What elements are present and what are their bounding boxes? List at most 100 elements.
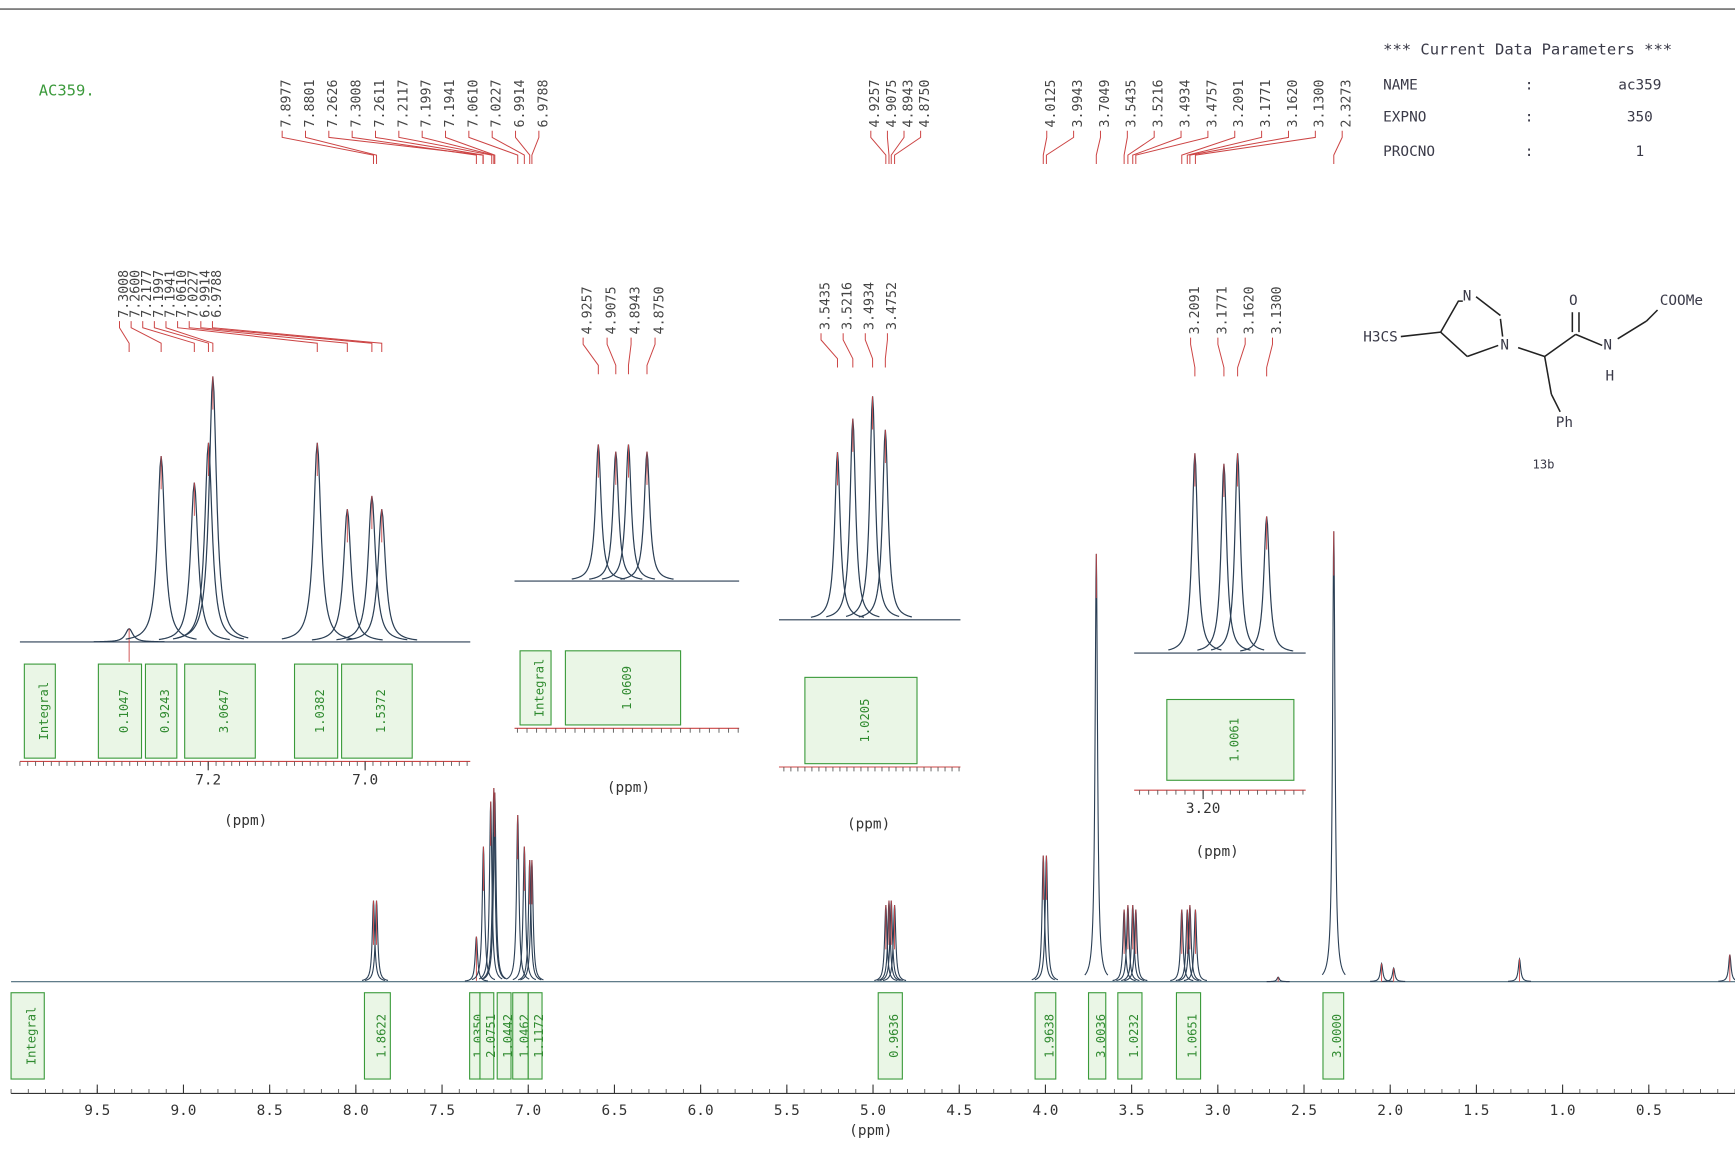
integral-value: 1.0442 [501, 1014, 515, 1058]
peak-leader [153, 321, 209, 353]
peak-leader [515, 130, 531, 164]
peak-leader [842, 333, 854, 368]
integral-value: 2.0751 [484, 1014, 498, 1058]
peak-label: 7.2626 [326, 80, 341, 128]
integral-box [496, 992, 512, 1080]
peak-label: 7.8801 [303, 80, 318, 128]
peak-leader [1135, 130, 1209, 164]
integral-value: 1.0061 [1227, 718, 1241, 762]
peak-label: 3.2091 [1188, 286, 1203, 334]
peak-label: 7.2600 [129, 270, 144, 318]
peak-label: 7.0227 [187, 270, 202, 318]
x-tick-label: 7.0 [352, 772, 378, 788]
integral-value: 1.0609 [620, 666, 634, 710]
bond [1617, 320, 1647, 340]
peak-label: 3.1620 [1243, 286, 1258, 334]
peak-leader [1266, 337, 1273, 377]
integral-box [877, 992, 903, 1080]
peak-label: 6.9788 [210, 270, 225, 318]
peak-label: 3.1300 [1313, 80, 1328, 128]
integral-value: 1.1172 [532, 1014, 546, 1058]
bond [1544, 333, 1577, 358]
peak-leader [1045, 130, 1075, 164]
peak-label: 3.5435 [818, 282, 833, 330]
atom-label: N [1603, 337, 1612, 353]
peak-leader [491, 130, 525, 164]
x-tick-label: 8.5 [257, 1103, 283, 1119]
peak-label: 4.9075 [605, 286, 620, 334]
bond [1440, 331, 1468, 358]
x-tick-label: 8.0 [343, 1103, 369, 1119]
integral-value: 3.0647 [217, 689, 231, 733]
peak-leader [421, 130, 495, 164]
x-axis-label: (ppm) [849, 1123, 892, 1139]
integral-value: 0.9636 [887, 1014, 901, 1058]
structure [1400, 296, 1659, 413]
peak-label: 3.4757 [1205, 80, 1220, 128]
peak-label: 4.9257 [581, 286, 596, 334]
peak-leader [351, 130, 477, 164]
integral-box [1322, 992, 1345, 1080]
integral-value: 1.0382 [313, 689, 327, 733]
x-tick-label: 7.2 [195, 772, 221, 788]
peak-leader [1181, 130, 1236, 164]
peak [1321, 531, 1346, 976]
integral-box [293, 663, 339, 759]
peak-leader [130, 321, 162, 353]
integral-box [1175, 992, 1202, 1080]
peak-label: 4.0125 [1044, 80, 1059, 128]
inset-x-label: (ppm) [847, 817, 890, 833]
peak-leader [1190, 337, 1196, 377]
x-tick-label: 3.5 [1119, 1103, 1145, 1119]
integral-value: 1.5372 [374, 689, 388, 733]
peak-label: 7.0610 [175, 270, 190, 318]
integral-label-box [23, 663, 56, 759]
integral-value: 1.9638 [1042, 1014, 1056, 1058]
peak-leader [1217, 337, 1225, 377]
x-tick-label: 4.5 [946, 1103, 972, 1119]
peak-leader [445, 130, 496, 164]
integral-box [564, 650, 682, 726]
peak-leader [200, 321, 373, 353]
peak-leader [211, 321, 383, 353]
peak-leader [1095, 130, 1101, 164]
peak [512, 846, 537, 981]
compound-label: 13b [1533, 457, 1555, 471]
peak-label: 3.5216 [841, 282, 856, 330]
integral-label: Integral [25, 1007, 39, 1066]
integral-value: 1.8622 [374, 1014, 388, 1058]
peak-label: 3.7049 [1098, 80, 1113, 128]
peak-label: 3.1620 [1286, 80, 1301, 128]
peak-leader [1042, 130, 1048, 164]
peak-label: 3.9943 [1071, 80, 1086, 128]
x-tick-label: 0.5 [1636, 1103, 1662, 1119]
peak-label: 3.2091 [1232, 80, 1247, 128]
bond [1645, 309, 1659, 322]
peak-leader [531, 130, 540, 164]
peak [1718, 954, 1735, 982]
peak-label: 7.0227 [490, 80, 505, 128]
integral-box [804, 676, 918, 765]
param-value: ac359 [1618, 77, 1661, 93]
peak-label: 2.3273 [1340, 80, 1355, 128]
peak-label: 7.3008 [350, 80, 365, 128]
integral-box [97, 663, 143, 759]
x-tick-label: 7.0 [515, 1103, 541, 1119]
peak-leader [894, 130, 922, 164]
x-tick-label: 5.5 [774, 1103, 800, 1119]
peak-label: 7.1997 [420, 80, 435, 128]
inset-peak [177, 376, 249, 639]
integral-box [144, 663, 178, 759]
peak-label: 4.8750 [918, 80, 933, 128]
inset-x-label: (ppm) [1196, 844, 1239, 860]
x-tick-label: 3.0 [1205, 1103, 1231, 1119]
x-tick-label: 1.0 [1550, 1103, 1576, 1119]
peak [471, 846, 496, 981]
peak-label: 7.8977 [280, 80, 295, 128]
integral-value: 3.0036 [1094, 1014, 1108, 1058]
parameters-title: *** Current Data Parameters *** [1383, 40, 1672, 58]
peak-leader [582, 337, 599, 375]
peak-label: 4.9075 [885, 80, 900, 128]
peak-leader [864, 333, 874, 368]
